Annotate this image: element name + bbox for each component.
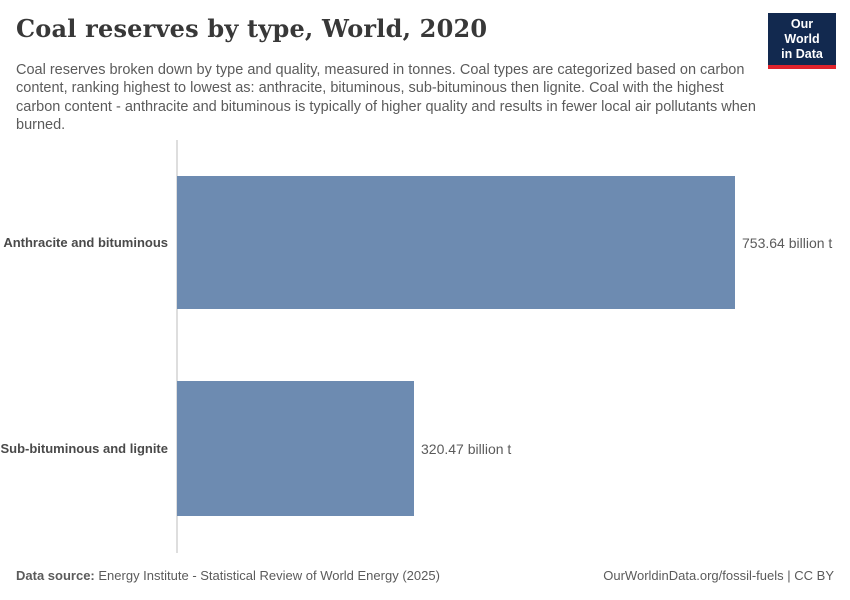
bar-anthracite-bituminous[interactable]: [177, 176, 735, 309]
owid-logo-line2: in Data: [781, 47, 823, 61]
category-label: Sub-bituminous and lignite: [0, 441, 168, 456]
bar-row-anthracite-bituminous: Anthracite and bituminous 753.64 billion…: [0, 176, 850, 309]
owid-logo-line1: Our World: [784, 17, 820, 46]
data-source: Data source: Energy Institute - Statisti…: [16, 568, 440, 584]
bar-row-subbituminous-lignite: Sub-bituminous and lignite 320.47 billio…: [0, 381, 850, 516]
data-source-text: Energy Institute - Statistical Review of…: [98, 568, 440, 583]
footer-separator: |: [783, 568, 795, 583]
category-label: Anthracite and bituminous: [3, 235, 168, 250]
bar-subbituminous-lignite[interactable]: [177, 381, 414, 516]
owid-logo[interactable]: Our World in Data: [768, 13, 836, 69]
data-source-label: Data source:: [16, 568, 95, 583]
footer-credits: OurWorldinData.org/fossil-fuels | CC BY: [603, 568, 834, 584]
value-label: 753.64 billion t: [742, 234, 833, 251]
owid-url-link[interactable]: OurWorldinData.org/fossil-fuels: [603, 568, 784, 583]
license-link[interactable]: CC BY: [794, 568, 834, 583]
chart-footer: Data source: Energy Institute - Statisti…: [16, 568, 834, 584]
y-axis-line: [176, 140, 178, 553]
chart-subtitle: Coal reserves broken down by type and qu…: [16, 62, 756, 134]
chart-title: Coal reserves by type, World, 2020: [16, 14, 488, 43]
value-label: 320.47 billion t: [421, 440, 512, 457]
